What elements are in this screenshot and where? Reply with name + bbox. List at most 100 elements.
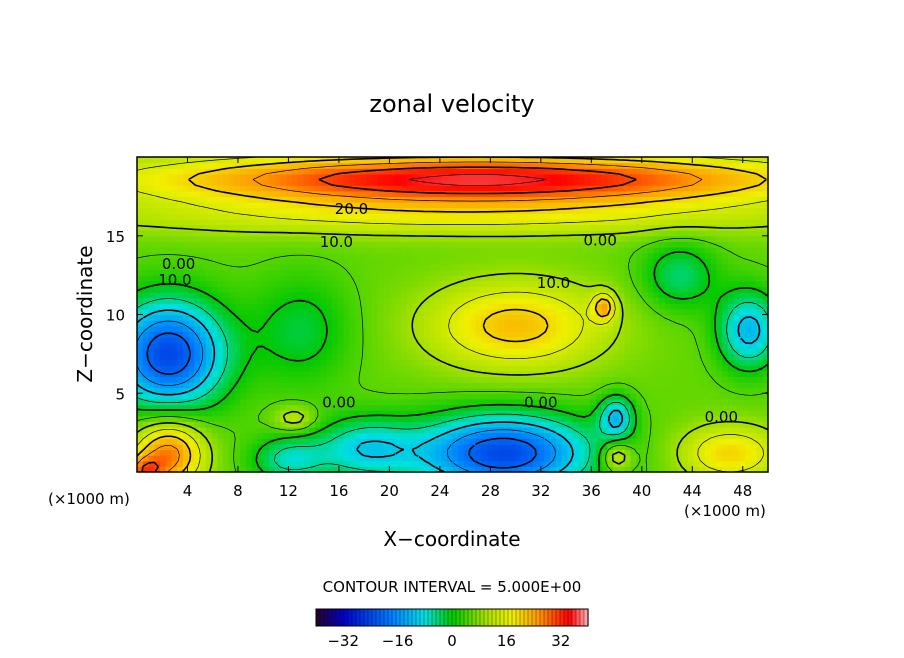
heat-cell (337, 292, 345, 299)
heat-cell (142, 314, 150, 321)
heat-cell (636, 353, 643, 361)
heat-cell (314, 393, 322, 400)
heat-cell (377, 297, 385, 304)
heat-cell (498, 432, 505, 439)
heat-cell (326, 421, 333, 428)
heat-cell (234, 297, 241, 304)
heat-cell (544, 218, 551, 226)
heat-cell (727, 230, 735, 237)
heat-cell (349, 376, 356, 383)
heat-cell (636, 286, 643, 293)
heat-cell (286, 365, 293, 372)
heat-cell (171, 387, 178, 394)
heat-cell (309, 241, 316, 248)
heat-cell (217, 359, 224, 366)
heat-cell (148, 382, 155, 389)
heat-cell (320, 218, 327, 226)
heat-cell (389, 376, 396, 383)
heat-cell (354, 438, 362, 445)
heat-cell (343, 263, 350, 271)
heat-cell (521, 382, 528, 389)
heat-cell (435, 314, 442, 321)
heat-cell (504, 258, 511, 265)
heat-cell (360, 303, 368, 310)
heat-cell (521, 376, 528, 383)
heat-cell (395, 297, 402, 304)
heat-cell (624, 348, 631, 355)
heat-cell (704, 230, 712, 237)
heat-cell (601, 286, 608, 293)
heat-cell (687, 438, 695, 445)
heat-cell (286, 398, 293, 406)
heat-cell (263, 337, 270, 344)
heat-cell (332, 393, 339, 400)
heat-cell (504, 387, 511, 394)
heat-cell (142, 449, 150, 456)
heat-cell (630, 331, 637, 338)
heat-cell (515, 466, 522, 472)
heat-cell (205, 263, 213, 271)
heat-cell (383, 286, 390, 293)
heat-cell (309, 398, 316, 406)
heat-cell (418, 286, 425, 293)
heat-cell (217, 460, 224, 467)
heat-cell (200, 308, 207, 316)
heat-cell (458, 370, 465, 377)
heat-cell (756, 449, 763, 456)
heat-cell (727, 320, 735, 327)
heat-cell (515, 427, 522, 434)
heat-cell (223, 342, 230, 349)
heat-cell (240, 443, 247, 451)
heat-cell (595, 263, 603, 271)
heat-cell (739, 415, 746, 422)
heat-cell (383, 359, 390, 366)
heat-cell (377, 382, 385, 389)
heat-cell (756, 308, 763, 316)
heat-cell (268, 275, 276, 282)
heat-cell (699, 247, 706, 254)
heat-cell (446, 438, 454, 445)
heat-cell (486, 421, 494, 428)
heat-cell (326, 258, 333, 265)
heat-cell (601, 415, 608, 422)
heat-cell (630, 241, 637, 248)
heat-cell (659, 297, 666, 304)
heat-cell (429, 303, 436, 310)
heat-cell (670, 286, 677, 293)
heat-cell (205, 337, 213, 344)
heat-cell (561, 303, 568, 310)
heat-cell (504, 421, 511, 428)
heat-cell (693, 292, 700, 299)
heat-cell (613, 393, 620, 400)
heat-cell (211, 286, 218, 293)
heat-cell (400, 269, 408, 276)
heat-cell (538, 269, 545, 276)
heat-cell (750, 443, 758, 451)
heat-cell (486, 393, 494, 400)
heat-cell (492, 320, 499, 327)
heat-cell (274, 213, 282, 220)
heat-cell (441, 415, 448, 422)
heat-cell (171, 337, 178, 344)
heat-cell (263, 404, 270, 411)
heat-cell (762, 443, 768, 451)
heat-cell (137, 353, 144, 361)
heat-cell (509, 421, 517, 428)
heat-cell (486, 387, 494, 394)
heat-cell (171, 286, 178, 293)
heat-cell (377, 252, 385, 259)
heat-cell (245, 387, 253, 394)
heat-cell (727, 455, 735, 462)
heat-cell (601, 365, 608, 372)
heat-cell (636, 325, 643, 332)
heat-cell (446, 320, 454, 327)
heat-cell (240, 286, 247, 293)
heat-cell (681, 382, 689, 389)
heat-cell (194, 224, 201, 231)
heat-cell (624, 398, 631, 406)
heat-cell (693, 443, 700, 451)
heat-cell (441, 382, 448, 389)
heat-cell (739, 331, 746, 338)
heat-cell (733, 387, 740, 394)
heat-cell (722, 421, 729, 428)
